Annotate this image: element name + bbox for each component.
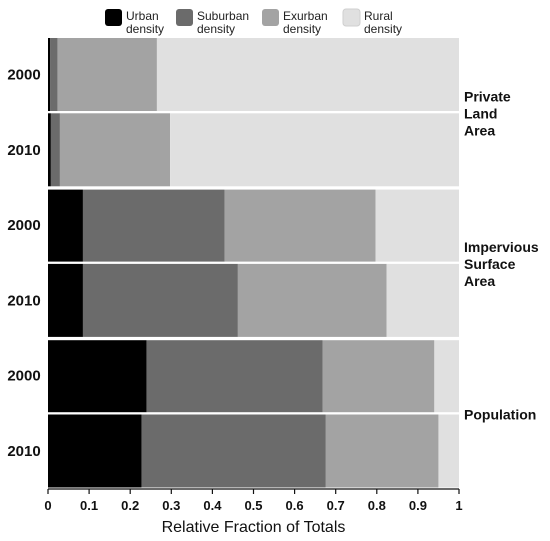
x-tick-label: 0.1	[80, 498, 98, 513]
x-tick-label: 1	[455, 498, 462, 513]
bar-segment	[82, 263, 238, 337]
bar-segment	[48, 38, 51, 111]
x-tick-label: 0.8	[368, 498, 386, 513]
bar-segment	[146, 339, 323, 413]
bar-segment	[322, 339, 435, 413]
year-label: 2000	[7, 217, 40, 234]
bar-segment	[59, 113, 171, 187]
x-tick-label: 0.7	[327, 498, 345, 513]
legend-swatch	[342, 8, 361, 27]
group-label: Impervious	[464, 239, 539, 255]
group-label: Area	[464, 122, 495, 138]
bar-segment	[224, 188, 376, 262]
bar-segment	[438, 414, 459, 488]
bar-segment	[170, 113, 459, 187]
x-tick-label: 0.2	[121, 498, 139, 513]
x-tick-label: 0.9	[409, 498, 427, 513]
bar-segment	[434, 339, 459, 413]
x-tick-label: 0.3	[162, 498, 180, 513]
x-tick-label: 0	[44, 498, 51, 513]
legend-label: density	[364, 22, 402, 36]
legend-swatch	[262, 9, 279, 26]
bar-segment	[156, 38, 460, 111]
legend-label: Suburban	[197, 9, 249, 23]
bar-segment	[50, 113, 60, 187]
year-label: 2000	[7, 368, 40, 385]
bar-segment	[48, 188, 83, 262]
legend-label: Exurban	[283, 9, 328, 23]
bar-segment	[48, 339, 147, 413]
group-label: Private	[464, 88, 511, 104]
legend-label: Urban	[126, 9, 159, 23]
year-label: 2010	[7, 142, 40, 159]
x-tick-label: 0.4	[203, 498, 222, 513]
bar-segment	[48, 113, 51, 187]
x-tick-label: 0.5	[244, 498, 262, 513]
bar-segment	[57, 38, 157, 111]
group-label: Area	[464, 273, 495, 289]
legend-label: Rural	[364, 9, 393, 23]
bar-segment	[50, 38, 58, 111]
group-label: Land	[464, 105, 497, 121]
group-label: Population	[464, 407, 536, 423]
year-label: 2010	[7, 292, 40, 309]
year-label: 2010	[7, 443, 40, 460]
legend-label: density	[283, 22, 321, 36]
bar-segment	[386, 263, 459, 337]
bar-segment	[325, 414, 439, 488]
x-axis-title: Relative Fraction of Totals	[162, 519, 346, 536]
bar-segment	[141, 414, 326, 488]
x-tick-label: 0.6	[286, 498, 304, 513]
bar-segment	[375, 188, 459, 262]
bar-segment	[237, 263, 387, 337]
group-separator	[46, 186, 461, 190]
legend-label: density	[126, 22, 164, 36]
group-label: Surface	[464, 256, 516, 272]
legend-swatch	[176, 9, 193, 26]
bar-segment	[48, 263, 83, 337]
year-label: 2000	[7, 67, 40, 84]
legend-swatch	[105, 9, 122, 26]
bar-segment	[48, 414, 142, 488]
bar-segment	[82, 188, 225, 262]
legend-label: density	[197, 22, 235, 36]
group-separator	[46, 337, 461, 341]
